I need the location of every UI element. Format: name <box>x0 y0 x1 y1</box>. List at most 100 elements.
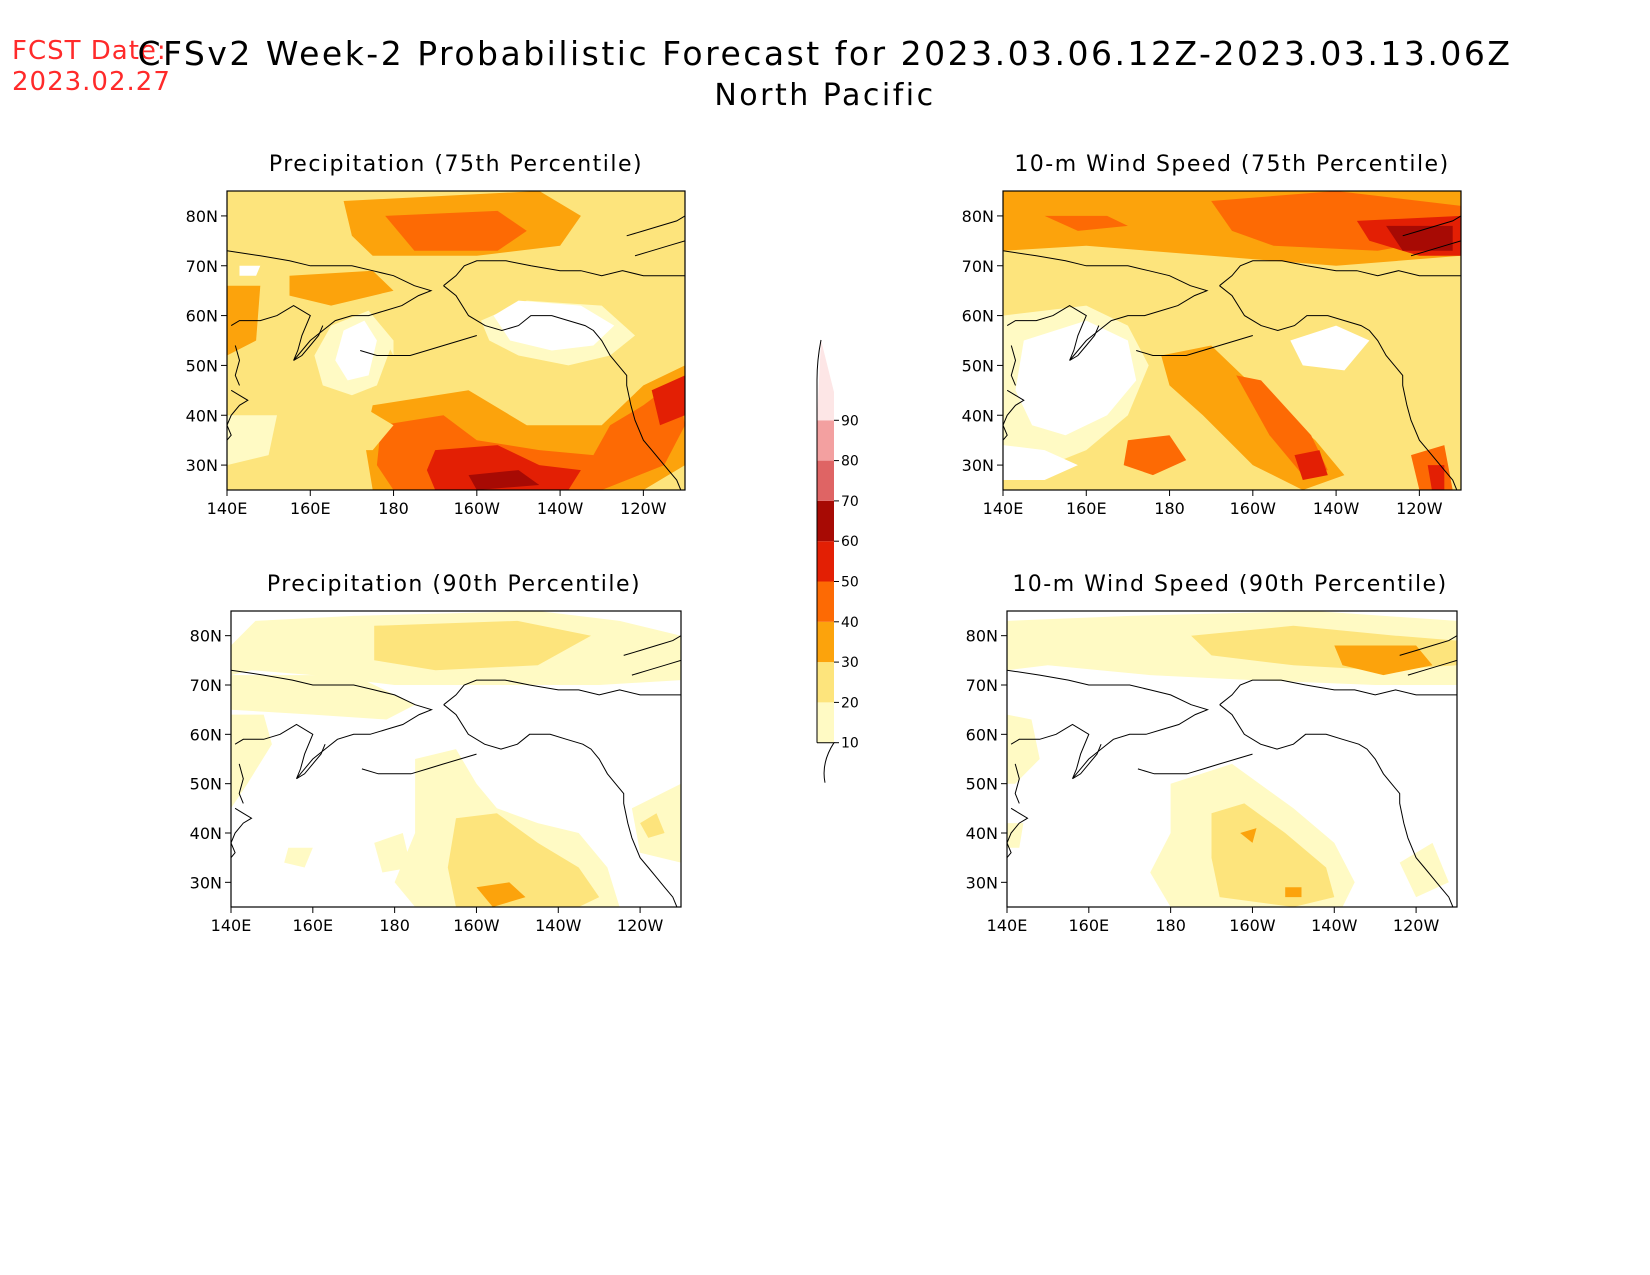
lon-tick-label: 140W <box>535 916 582 935</box>
lat-tick-label: 60N <box>186 307 218 326</box>
colorbar-label: 80 <box>841 454 859 470</box>
lat-tick-label: 30N <box>962 456 994 475</box>
probability-region <box>1399 842 1449 898</box>
colorbar-swatch <box>817 500 834 542</box>
coastline <box>1410 240 1461 257</box>
coastline <box>1014 763 1020 804</box>
lat-tick-label: 40N <box>966 824 998 843</box>
shading-precip75 <box>227 191 685 490</box>
probability-region <box>385 210 527 251</box>
probability-region <box>640 813 665 838</box>
forecast-date-value: 2023.02.27 <box>12 67 171 97</box>
map-frame <box>1002 190 1462 491</box>
coastline <box>443 285 682 490</box>
coastline <box>1072 744 1102 780</box>
probability-region <box>1015 320 1137 436</box>
region-subtitle: North Pacific <box>714 78 936 113</box>
colorbar-swatch <box>817 621 834 663</box>
probability-region <box>1290 325 1370 371</box>
lon-tick-label: 160W <box>453 916 500 935</box>
lat-tick-label: 60N <box>190 725 222 744</box>
probability-region <box>1236 375 1328 476</box>
lat-tick-label: 80N <box>186 207 218 226</box>
probability-region <box>1285 887 1302 898</box>
coastline <box>1219 285 1458 490</box>
map-panel-wind75: 140E 160E 180 160W 140W 120W 80N 70N 60N 50N 40N 30… <box>962 190 1462 518</box>
lat-tick-label: 70N <box>966 676 998 695</box>
map-panel-wind90: 140E 160E 180 160W 140W 120W 80N 70N 60N 50N 40N 30… <box>966 610 1458 935</box>
lon-tick-label: 140W <box>537 499 584 518</box>
lat-tick-label: 80N <box>966 627 998 646</box>
probability-region <box>651 375 685 426</box>
coastline <box>631 659 681 676</box>
lat-tick-label: 30N <box>190 873 222 892</box>
colorbar-swatch <box>817 420 834 461</box>
lon-tick-label: 120W <box>620 499 667 518</box>
coastline <box>1219 679 1457 706</box>
forecast-date-heading: FCST Date: <box>12 36 167 66</box>
lon-tick-label: 160W <box>1230 499 1277 518</box>
coastline <box>361 753 477 775</box>
probability-region <box>374 833 411 873</box>
probability-region <box>1003 445 1078 480</box>
probability-region <box>476 882 526 907</box>
lat-tick-label: 50N <box>966 775 998 794</box>
map-frame <box>230 610 682 908</box>
lon-tick-label: 160E <box>1068 916 1109 935</box>
colorbar-swatch <box>817 340 834 421</box>
lat-tick-label: 80N <box>190 627 222 646</box>
coastline <box>238 763 244 804</box>
probability-region <box>385 340 394 356</box>
coastline <box>1003 250 1209 361</box>
colorbar-tail <box>817 742 835 783</box>
coastline <box>234 345 241 386</box>
lat-tick-label: 40N <box>962 406 994 425</box>
coastline <box>1219 704 1454 907</box>
probability-region <box>468 470 540 490</box>
coastline <box>443 704 678 907</box>
probability-region <box>227 415 277 466</box>
probability-region <box>335 320 377 381</box>
map-frame <box>1006 610 1458 908</box>
coastline <box>360 335 477 356</box>
panel-title-wind75: 10-m Wind Speed (75th Percentile) <box>1014 152 1450 177</box>
lat-tick-label: 70N <box>962 257 994 276</box>
probability-region <box>493 300 615 351</box>
colorbar-label: 50 <box>841 575 859 591</box>
lat-tick-label: 40N <box>190 824 222 843</box>
colorbar: 10 20 30 40 50 60 70 80 90 <box>816 339 859 783</box>
map-panel-precip75: 140E 160E 180 160W 140W 120W 80N 70N 60N 50N 40N 30… <box>186 190 686 518</box>
lon-tick-label: 140E <box>211 916 252 935</box>
probability-region <box>1386 225 1453 251</box>
colorbar-label: 30 <box>841 655 859 671</box>
lat-tick-label: 30N <box>186 456 218 475</box>
coastline <box>626 215 685 237</box>
colorbar-label: 70 <box>841 494 859 510</box>
lon-tick-label: 160W <box>1229 916 1276 935</box>
lon-tick-label: 160E <box>292 916 333 935</box>
lat-tick-label: 30N <box>966 873 998 892</box>
shading-wind75 <box>1003 191 1461 490</box>
lat-tick-label: 50N <box>190 775 222 794</box>
lon-tick-label: 140W <box>1313 499 1360 518</box>
lon-tick-label: 140E <box>983 499 1024 518</box>
lon-tick-label: 160E <box>290 499 331 518</box>
lat-tick-label: 40N <box>186 406 218 425</box>
panel-title-wind90: 10-m Wind Speed (90th Percentile) <box>1012 572 1448 597</box>
coastline <box>1402 215 1461 237</box>
probability-region <box>374 620 591 671</box>
colorbar-swatch <box>817 581 834 622</box>
coastline <box>443 260 685 287</box>
lon-tick-label: 120W <box>1396 499 1443 518</box>
probability-region <box>1427 465 1445 490</box>
coastline <box>1007 669 1210 780</box>
coastline <box>1137 753 1253 775</box>
coastline <box>634 240 685 257</box>
panel-title-precip90: Precipitation (90th Percentile) <box>266 572 642 597</box>
colorbar-label: 90 <box>841 413 859 429</box>
coastline <box>443 679 681 706</box>
lon-tick-label: 180 <box>379 916 410 935</box>
colorbar-swatch <box>817 460 834 501</box>
lon-tick-label: 180 <box>1155 916 1186 935</box>
